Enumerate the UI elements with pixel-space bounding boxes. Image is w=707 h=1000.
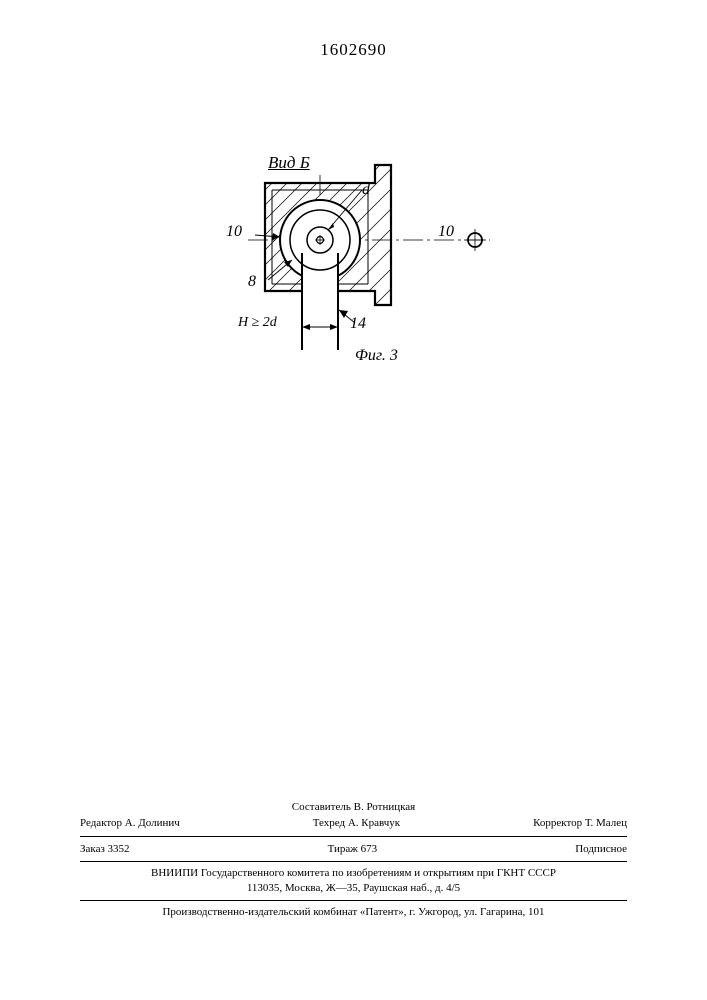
footer-block: Составитель В. Ротницкая Редактор А. Дол… [80,800,627,920]
corrector: Корректор Т. Малец [533,816,627,831]
org-line-2: 113035, Москва, Ж—35, Раушская наб., д. … [80,881,627,896]
view-label: Вид Б [268,153,310,173]
label-d: d [362,181,370,199]
tech-editor: Техред А. Кравчук [313,816,400,831]
subscription: Подписное [575,842,627,857]
printer-line: Производственно-издательский комбинат «П… [80,905,627,920]
page-number: 1602690 [0,40,707,60]
org-line-1: ВНИИПИ Государственного комитета по изоб… [80,866,627,881]
order: Заказ 3352 [80,842,130,857]
label-8: 8 [248,273,256,291]
print-row: Заказ 3352 Тираж 673 Подписное [80,841,627,858]
label-h: Н ≥ 2d [238,315,277,331]
compiler-line: Составитель В. Ротницкая [80,800,627,815]
divider-3 [80,900,627,901]
credits-row: Редактор А. Долинич Техред А. Кравчук Ко… [80,815,627,832]
label-14: 14 [350,315,366,333]
label-10-left: 10 [226,223,242,241]
editor: Редактор А. Долинич [80,816,180,831]
figure-label: Фиг. 3 [355,347,398,365]
print-run: Тираж 673 [328,842,378,857]
figure-3: Вид Б [220,155,510,375]
divider [80,836,627,837]
divider-2 [80,861,627,862]
label-10-right: 10 [438,223,454,241]
